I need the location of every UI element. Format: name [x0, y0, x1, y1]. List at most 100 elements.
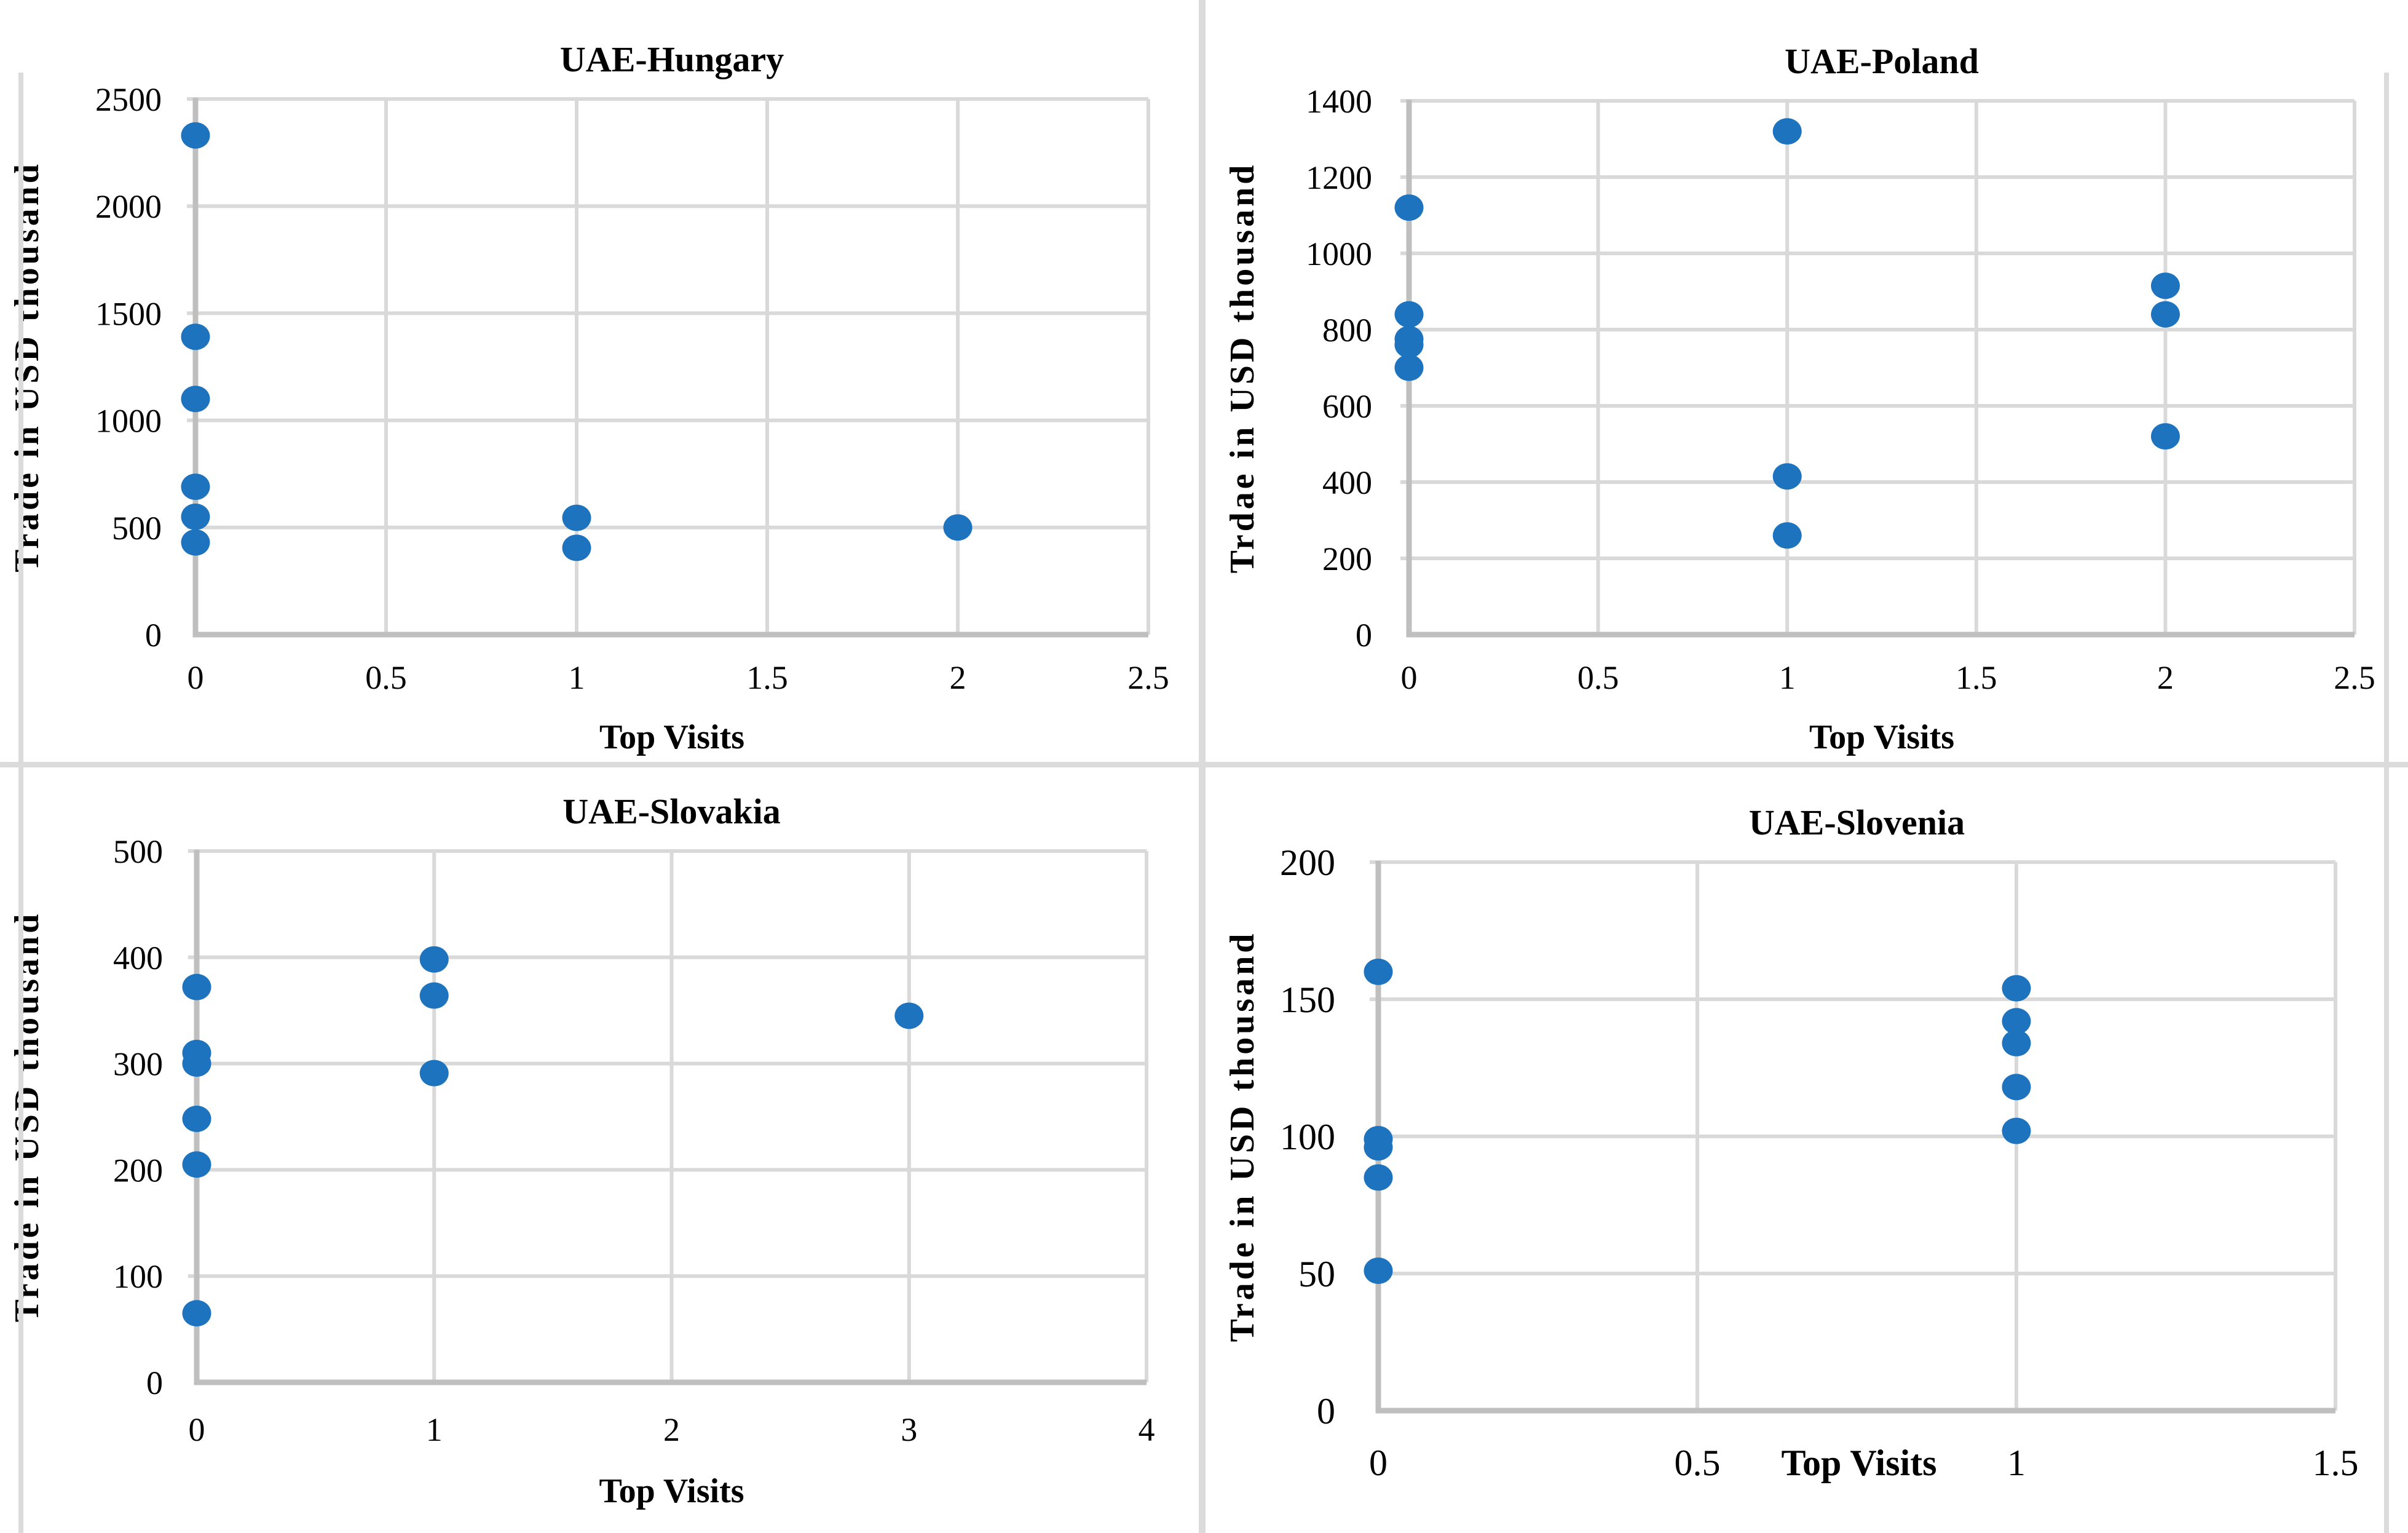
data-point	[562, 534, 591, 561]
data-point	[181, 503, 210, 530]
x-axis-title: Top Visits	[599, 718, 744, 756]
x-tick-label: 1	[1779, 659, 1796, 696]
data-point	[2150, 301, 2180, 328]
y-tick-label: 100	[113, 1258, 163, 1295]
x-tick-label: 1	[2007, 1443, 2026, 1483]
x-tick-label: 3	[901, 1411, 917, 1448]
data-point	[1394, 354, 1424, 381]
x-axis-title: Top Visits	[1782, 1443, 1937, 1483]
data-point	[1772, 118, 1802, 145]
data-point	[1364, 1164, 1393, 1191]
x-tick-label: 0.5	[1577, 659, 1619, 696]
data-point	[1364, 958, 1393, 985]
chart-title: UAE-Hungary	[560, 39, 784, 79]
y-tick-label: 2000	[95, 188, 162, 225]
data-point	[181, 386, 210, 413]
y-tick-label: 500	[112, 510, 162, 547]
y-tick-label: 400	[113, 940, 163, 976]
x-tick-label: 0.5	[365, 659, 407, 696]
x-tick-label: 0	[188, 659, 204, 696]
chart-uae-slovenia: UAE-Slovenia 0 50 100 150 200 0 0.5 1 1.5 Top Visi…	[1223, 802, 2359, 1483]
data-point	[1364, 1258, 1393, 1285]
y-axis-title: Trade in USD thousand	[8, 911, 46, 1323]
x-tick-label: 0	[189, 1411, 205, 1448]
data-point	[1772, 522, 1802, 549]
data-point	[894, 1002, 924, 1029]
y-tick-label: 150	[1280, 980, 1335, 1020]
y-tick-label: 200	[1322, 541, 1372, 577]
data-point	[1364, 1134, 1393, 1161]
divider-middle-horizontal	[0, 762, 2408, 767]
x-tick-label: 0.5	[1675, 1443, 1721, 1483]
data-point	[182, 973, 211, 1000]
x-tick-label: 2	[2157, 659, 2174, 696]
y-tick-label: 500	[113, 833, 163, 870]
y-tick-label: 1000	[95, 403, 162, 440]
y-tick-label: 0	[1317, 1391, 1335, 1432]
data-point	[419, 982, 449, 1009]
x-tick-label: 1	[426, 1411, 443, 1448]
x-tick-label: 2	[950, 659, 966, 696]
x-tick-label: 1	[569, 659, 585, 696]
y-axis-title: Trade in USD thousand	[8, 161, 46, 572]
chart-uae-hungary: UAE-Hungary 0 500 1000 1500 2000 2500 0 0.5 1 1.5 2…	[8, 39, 1169, 756]
chart-title: UAE-Poland	[1785, 41, 1979, 81]
data-point	[182, 1151, 211, 1178]
x-tick-label: 2.5	[1127, 659, 1169, 696]
divider-right-edge	[2384, 73, 2389, 1533]
y-tick-label: 100	[1280, 1117, 1335, 1157]
y-tick-label: 200	[1280, 842, 1335, 883]
x-tick-label: 1.5	[2313, 1443, 2359, 1483]
y-tick-label: 2500	[95, 81, 162, 118]
data-point	[181, 529, 210, 556]
chart-title: UAE-Slovakia	[563, 791, 781, 831]
data-point	[2150, 423, 2180, 450]
data-point	[2150, 272, 2180, 299]
x-tick-label: 2	[663, 1411, 680, 1448]
data-point	[181, 122, 210, 149]
y-tick-label: 0	[1356, 617, 1372, 654]
y-axis-title: Trdae in USD thousand	[1223, 162, 1261, 574]
y-tick-label: 200	[113, 1152, 163, 1189]
y-tick-label: 50	[1298, 1254, 1335, 1294]
y-tick-label: 0	[145, 617, 162, 654]
data-point	[1394, 331, 1424, 358]
y-tick-label: 300	[113, 1046, 163, 1083]
y-tick-label: 800	[1322, 312, 1372, 349]
x-tick-label: 1.5	[1956, 659, 1997, 696]
y-tick-label: 600	[1322, 388, 1372, 425]
data-point	[562, 504, 591, 531]
data-point	[419, 946, 449, 973]
x-tick-label: 0	[1369, 1443, 1388, 1483]
data-point	[182, 1300, 211, 1327]
data-point	[2002, 1117, 2031, 1144]
x-tick-label: 1.5	[746, 659, 788, 696]
data-point	[182, 1105, 211, 1132]
data-point	[2002, 1074, 2031, 1101]
x-tick-label: 0	[1401, 659, 1418, 696]
data-point	[2002, 975, 2031, 1002]
data-point	[1394, 301, 1424, 328]
divider-left-edge	[18, 73, 23, 1533]
y-tick-label: 1200	[1306, 159, 1372, 196]
y-tick-label: 0	[146, 1365, 163, 1401]
data-point	[2002, 1008, 2031, 1035]
y-tick-label: 1500	[95, 295, 162, 332]
x-tick-label: 4	[1139, 1411, 1155, 1448]
y-tick-label: 400	[1322, 464, 1372, 501]
data-point	[419, 1060, 449, 1087]
y-tick-label: 1000	[1306, 236, 1372, 272]
data-point	[2002, 1029, 2031, 1056]
y-tick-label: 1400	[1306, 83, 1372, 120]
y-axis-title: Trade in USD thousand	[1223, 931, 1261, 1342]
data-point	[181, 473, 210, 501]
chart-uae-slovakia: UAE-Slovakia 0 100 200 300 400 500 0 1 2 3 4 Top Vis…	[8, 791, 1155, 1510]
x-axis-title: Top Visits	[599, 1472, 744, 1510]
x-axis-title: Top Visits	[1809, 718, 1954, 756]
x-tick-label: 2.5	[2334, 659, 2375, 696]
chart-title: UAE-Slovenia	[1749, 802, 1965, 842]
data-point	[181, 323, 210, 351]
data-point	[1772, 463, 1802, 490]
data-point	[182, 1050, 211, 1077]
